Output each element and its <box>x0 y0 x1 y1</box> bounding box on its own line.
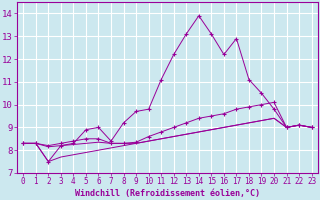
X-axis label: Windchill (Refroidissement éolien,°C): Windchill (Refroidissement éolien,°C) <box>75 189 260 198</box>
